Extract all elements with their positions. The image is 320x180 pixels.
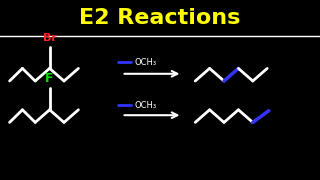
Text: Br: Br (43, 33, 57, 43)
Text: F: F (45, 72, 54, 85)
Text: OCH₃: OCH₃ (134, 101, 156, 110)
Text: E2 Reactions: E2 Reactions (79, 8, 241, 28)
Text: OCH₃: OCH₃ (134, 58, 156, 67)
